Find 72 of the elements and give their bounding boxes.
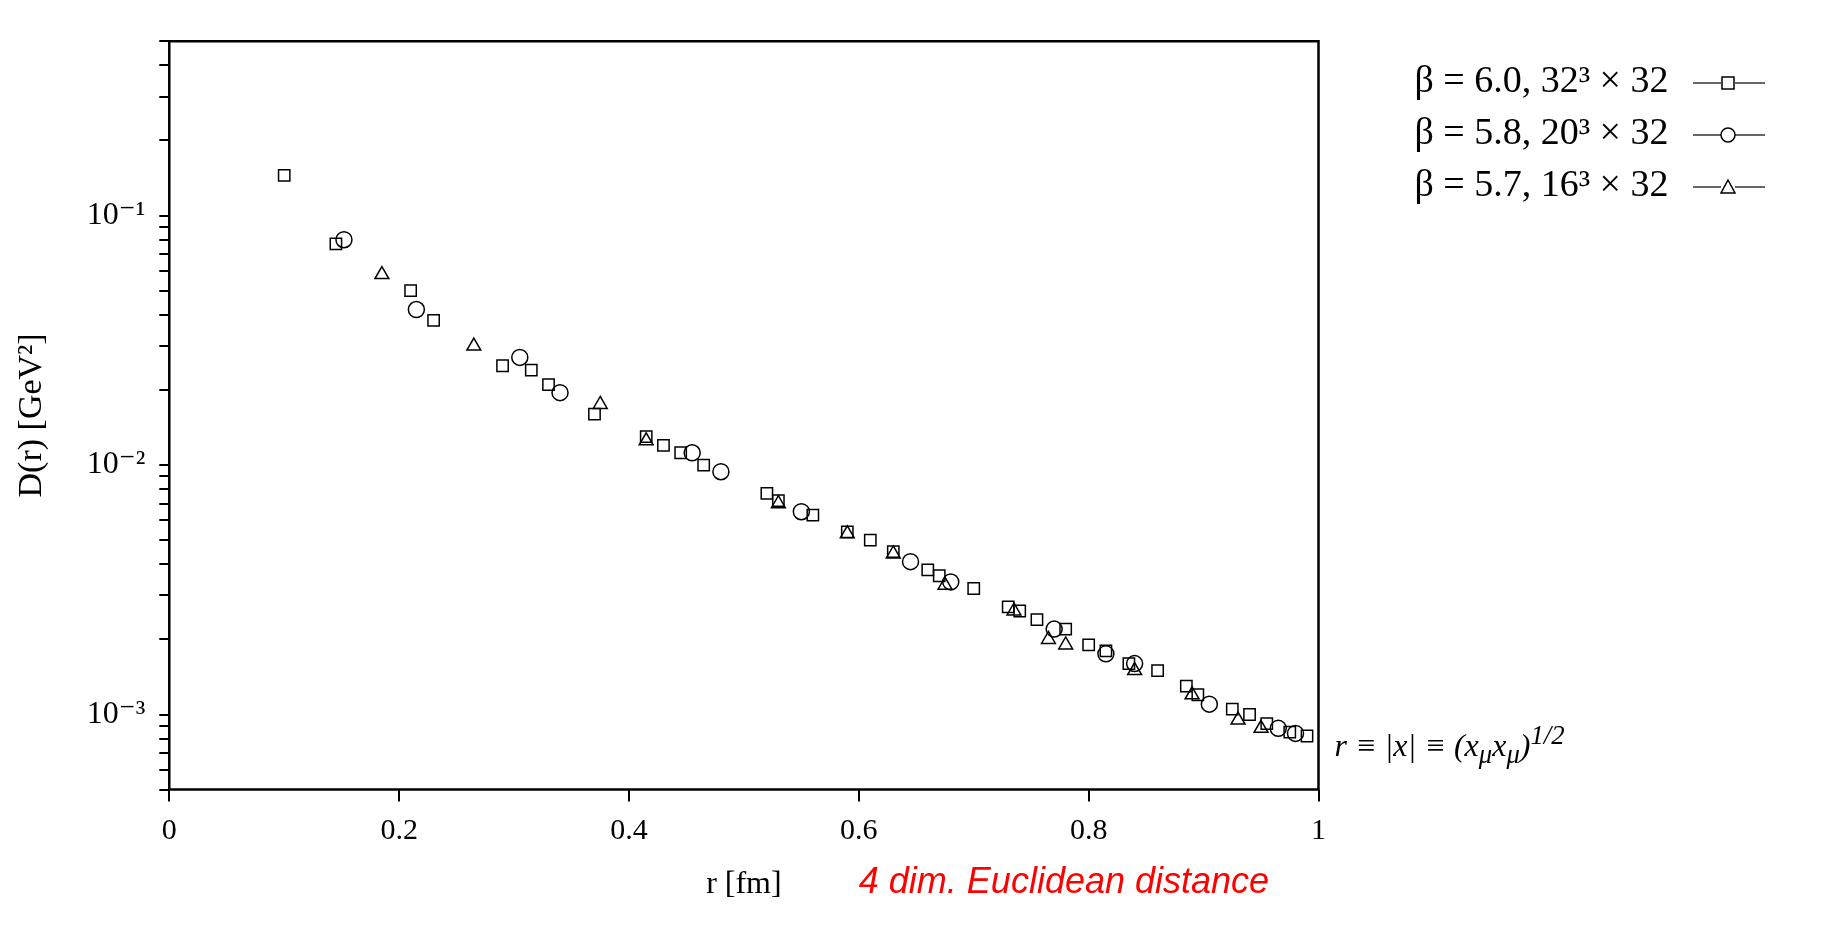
point: [932, 569, 946, 583]
x-tick-label: 1: [1311, 812, 1326, 846]
point: [921, 563, 935, 577]
legend-label: β = 5.7, 16³ × 32: [1414, 162, 1669, 205]
point: [1057, 636, 1074, 650]
point: [496, 359, 509, 373]
point: [1097, 645, 1115, 663]
point: [1082, 638, 1096, 652]
x-tick-label: 0: [161, 812, 177, 846]
point: [1059, 622, 1073, 636]
point: [863, 533, 877, 547]
point: [683, 444, 701, 462]
x-tick-label: 0.6: [840, 812, 878, 846]
point: [466, 337, 482, 351]
point: [1045, 620, 1063, 638]
x-tick-label: 0.4: [610, 812, 648, 846]
point: [277, 168, 291, 182]
point: [1243, 708, 1256, 721]
y-axis-title: D(r) [GeV²]: [11, 333, 50, 498]
point: [1179, 679, 1193, 693]
point: [551, 383, 569, 402]
point: [1230, 711, 1246, 725]
text: 4 dim. Euclidean distance: [858, 860, 1270, 902]
point: [967, 582, 981, 595]
point: [374, 265, 390, 280]
point: [792, 502, 811, 521]
legend-label: β = 6.0, 32³ × 32: [1414, 58, 1669, 101]
point: [1125, 654, 1144, 673]
point: [511, 348, 529, 367]
point: [1225, 702, 1239, 716]
point: [806, 508, 820, 522]
point: [407, 300, 426, 319]
point: [1191, 688, 1205, 702]
text: r ≡ |x| ≡ (x$_{μ}$x$_{μ}$)$^{1/2}$: [1334, 719, 1565, 770]
point: [942, 573, 960, 591]
legend-label: β = 5.8, 20³ × 32: [1414, 110, 1669, 153]
point: [1253, 719, 1269, 734]
point: [542, 378, 555, 392]
point: [329, 237, 343, 251]
point: [697, 458, 711, 472]
point: [1013, 604, 1027, 618]
point: [760, 486, 774, 500]
point: [1269, 719, 1288, 738]
point: [1260, 717, 1274, 730]
point: [1040, 630, 1057, 645]
point: [901, 552, 920, 571]
point: [1200, 695, 1219, 713]
point: [712, 462, 730, 481]
point: [674, 446, 688, 460]
y-tick-label: 10⁻³: [86, 693, 146, 730]
y-tick-label: 10⁻¹: [86, 194, 146, 231]
point: [937, 576, 953, 590]
point: [592, 395, 608, 410]
x-axis-title: r [fm]: [706, 864, 782, 901]
point: [657, 438, 670, 452]
point: [1151, 664, 1165, 677]
point: [427, 313, 441, 327]
x-tick-label: 0.2: [380, 812, 418, 846]
y-tick-label: 10⁻²: [86, 444, 146, 481]
point: [1300, 729, 1314, 743]
point: [404, 284, 418, 298]
point: [1099, 644, 1113, 658]
x-tick-label: 0.8: [1069, 812, 1108, 846]
point: [1006, 602, 1022, 616]
point: [1286, 724, 1305, 743]
point: [1030, 613, 1044, 627]
point: [1126, 661, 1143, 676]
point: [1184, 686, 1200, 700]
point: [524, 363, 538, 377]
point: [1001, 600, 1015, 614]
point: [335, 231, 353, 249]
point: [588, 407, 601, 421]
